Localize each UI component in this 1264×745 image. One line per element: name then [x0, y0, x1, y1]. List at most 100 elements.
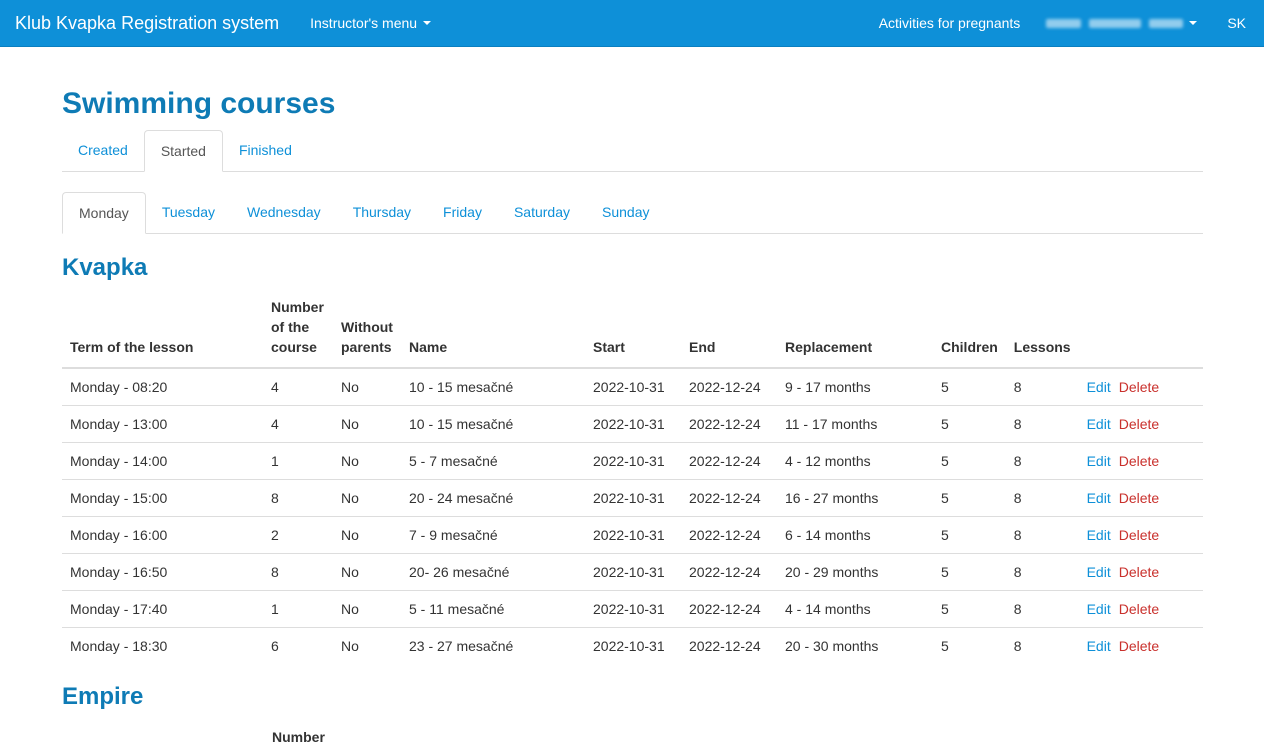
cell-start: 2022-10-31 — [585, 405, 681, 443]
tab-saturday[interactable]: Saturday — [513, 204, 570, 220]
edit-link[interactable]: Edit — [1086, 601, 1111, 617]
col-without-line: parents — [341, 339, 392, 355]
cell-start: 2022-10-31 — [585, 516, 681, 554]
col-without-line: Without — [341, 319, 393, 335]
language-switch-link[interactable]: SK — [1227, 15, 1246, 31]
redacted-username — [1046, 18, 1082, 28]
delete-link[interactable]: Delete — [1118, 601, 1160, 617]
caret-down-icon — [1189, 21, 1198, 25]
cell-actions: Edit Delete — [1078, 590, 1203, 628]
tab-tuesday[interactable]: Tuesday — [161, 204, 215, 220]
cell-number: 1 — [263, 590, 333, 628]
edit-link[interactable]: Edit — [1086, 527, 1111, 543]
instructor-menu-label: Instructor's menu — [310, 15, 418, 31]
cell-actions: Edit Delete — [1078, 516, 1203, 554]
col-end: End — [681, 297, 777, 369]
col-without-parents: Without parents — [333, 297, 401, 369]
tab-monday[interactable]: Monday — [62, 192, 146, 234]
day-tabs: Monday Tuesday Wednesday Thursday Friday… — [62, 192, 1203, 234]
cell-children: 5 — [933, 590, 1006, 628]
cell-actions: Edit Delete — [1078, 405, 1203, 443]
section-title-kvapka: Kvapka — [62, 254, 148, 281]
col-replacement: Replacement — [777, 297, 933, 369]
cell-start: 2022-10-31 — [585, 553, 681, 591]
cell-lessons: 8 — [1005, 553, 1079, 591]
tab-started[interactable]: Started — [143, 130, 223, 172]
cell-lessons: 8 — [1005, 479, 1079, 517]
delete-link[interactable]: Delete — [1118, 564, 1160, 580]
tab-thursday[interactable]: Thursday — [352, 204, 412, 220]
cell-term: Monday - 13:00 — [62, 405, 263, 443]
cell-name: 5 - 7 mesačné — [401, 442, 585, 480]
activities-pregnants-link[interactable]: Activities for pregnants — [878, 15, 1021, 31]
cell-without-parents: No — [333, 590, 401, 628]
edit-link[interactable]: Edit — [1086, 416, 1111, 432]
cell-end: 2022-12-24 — [681, 442, 777, 480]
cell-replacement: 4 - 14 months — [777, 590, 933, 628]
edit-link[interactable]: Edit — [1086, 453, 1111, 469]
table-header-row: Term of the lesson Number of the course … — [62, 297, 1203, 369]
cell-children: 5 — [941, 379, 949, 395]
tab-created[interactable]: Created — [78, 142, 128, 158]
cell-name: 10 - 15 mesačné — [401, 405, 585, 443]
cell-replacement: 6 - 14 months — [777, 516, 933, 554]
delete-link[interactable]: Delete — [1118, 490, 1160, 506]
cell-end: 2022-12-24 — [681, 627, 777, 664]
cell-term: Monday - 16:00 — [62, 516, 263, 554]
delete-link[interactable]: Delete — [1118, 379, 1160, 395]
delete-link[interactable]: Delete — [1118, 416, 1160, 432]
cell-end: 2022-12-24 — [681, 516, 777, 554]
cell-actions: Edit Delete — [1078, 479, 1203, 517]
cell-number: 4 — [263, 405, 333, 443]
cell-start: 2022-10-31 — [585, 479, 681, 517]
brand-link[interactable]: Klub Kvapka Registration system — [15, 12, 280, 33]
cell-start: 2022-10-31 — [593, 379, 665, 395]
cell-end: 2022-12-24 — [681, 405, 777, 443]
cell-start: 2022-10-31 — [585, 442, 681, 480]
edit-link[interactable]: Edit — [1086, 564, 1111, 580]
cell-end: 2022-12-24 — [689, 379, 761, 395]
cell-children: 5 — [933, 442, 1006, 480]
table-row: Monday - 08:20 4 No 10 - 15 mesačné 2022… — [62, 368, 1203, 406]
delete-link[interactable]: Delete — [1118, 527, 1160, 543]
cell-number: 2 — [263, 516, 333, 554]
section-title-empire: Empire — [62, 683, 144, 710]
cell-replacement: 4 - 12 months — [777, 442, 933, 480]
col-number-line: Number — [271, 299, 324, 315]
cell-term: Monday - 18:30 — [62, 627, 263, 664]
cell-end: 2022-12-24 — [681, 479, 777, 517]
cell-number: 1 — [263, 442, 333, 480]
cell-actions: Edit Delete — [1079, 368, 1203, 406]
edit-link[interactable]: Edit — [1086, 638, 1111, 654]
cell-lessons: 8 — [1005, 590, 1079, 628]
cell-children: 5 — [933, 553, 1006, 591]
col-number: Number of the course — [263, 297, 333, 369]
tab-sunday[interactable]: Sunday — [602, 204, 650, 220]
cell-number: 4 — [271, 379, 279, 395]
cell-name: 20- 26 mesačné — [401, 553, 585, 591]
cell-start: 2022-10-31 — [585, 627, 681, 664]
edit-link[interactable]: Edit — [1086, 490, 1111, 506]
tab-wednesday[interactable]: Wednesday — [247, 204, 321, 220]
user-menu-dropdown[interactable] — [1046, 18, 1198, 28]
cell-replacement: 20 - 29 months — [777, 553, 933, 591]
delete-link[interactable]: Delete — [1118, 638, 1160, 654]
cell-number: 8 — [263, 479, 333, 517]
cell-name: 7 - 9 mesačné — [401, 516, 585, 554]
instructor-menu-dropdown[interactable]: Instructor's menu — [310, 15, 432, 31]
cell-replacement: 16 - 27 months — [777, 479, 933, 517]
tab-finished[interactable]: Finished — [238, 142, 292, 158]
cell-children: 5 — [933, 516, 1006, 554]
cell-actions: Edit Delete — [1078, 553, 1203, 591]
delete-link[interactable]: Delete — [1118, 453, 1160, 469]
table-row: Monday - 13:00 4 No 10 - 15 mesačné 2022… — [62, 405, 1203, 443]
cell-lessons: 8 — [1005, 442, 1079, 480]
edit-link[interactable]: Edit — [1086, 379, 1111, 395]
cell-actions: Edit Delete — [1078, 627, 1203, 664]
cell-start: 2022-10-31 — [585, 590, 681, 628]
cell-without-parents: No — [333, 405, 401, 443]
tab-friday[interactable]: Friday — [443, 204, 482, 220]
table-row: Monday - 16:50 8 No 20- 26 mesačné 2022-… — [62, 553, 1203, 591]
table-row: Monday - 14:00 1 No 5 - 7 mesačné 2022-1… — [62, 442, 1203, 480]
cell-name: 23 - 27 mesačné — [401, 627, 585, 664]
